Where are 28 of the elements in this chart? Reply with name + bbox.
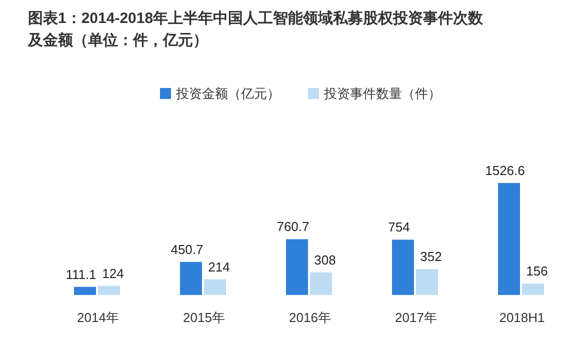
bar bbox=[522, 284, 544, 295]
bar bbox=[98, 286, 120, 295]
data-label: 111.1 bbox=[66, 266, 96, 282]
data-label: 124 bbox=[102, 266, 124, 281]
x-tick-label: 2017年 bbox=[395, 310, 437, 325]
legend-label: 投资金额（亿元） bbox=[175, 86, 280, 101]
bar bbox=[498, 183, 520, 295]
bar bbox=[286, 239, 308, 295]
bar bbox=[392, 240, 414, 295]
bar bbox=[204, 279, 226, 295]
x-tick-label: 2014年 bbox=[77, 310, 119, 325]
chart-title: 图表1：2014-2018年上半年中国人工智能领域私募股权投资事件次数及金额（单位：件，亿元） bbox=[28, 9, 484, 51]
data-label: 450.7 bbox=[170, 242, 204, 257]
bar bbox=[310, 272, 332, 295]
bar bbox=[74, 286, 96, 295]
bar bbox=[416, 269, 438, 295]
legend-label: 投资事件数量（件） bbox=[323, 86, 441, 101]
data-label: 308 bbox=[314, 252, 336, 268]
data-label: 760.7 bbox=[276, 219, 310, 234]
x-tick-label: 2015年 bbox=[183, 310, 225, 325]
data-label: 156 bbox=[526, 264, 548, 279]
data-label: 352 bbox=[420, 249, 442, 264]
bar bbox=[180, 262, 202, 295]
x-tick-label: 2016年 bbox=[289, 310, 331, 325]
data-label: 214 bbox=[208, 259, 230, 274]
x-tick-label: 2018H1 bbox=[499, 310, 545, 325]
data-label: 754 bbox=[388, 220, 410, 235]
data-label: 1526.6 bbox=[485, 163, 525, 178]
